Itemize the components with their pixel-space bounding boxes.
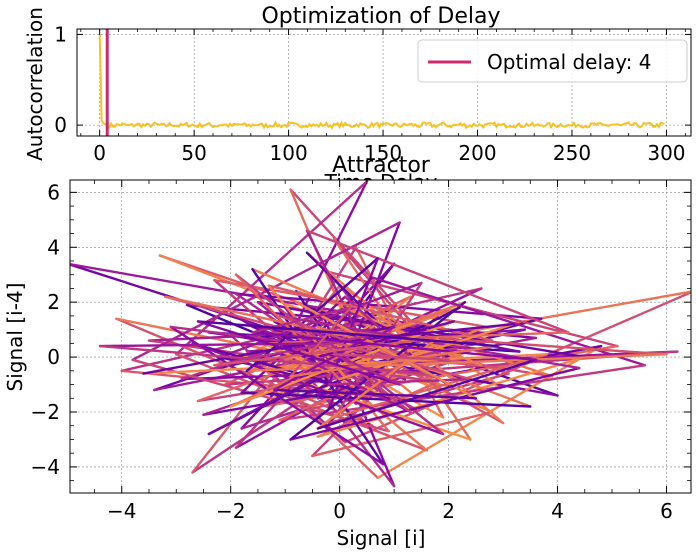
trajectory-segment — [305, 229, 369, 353]
x-tick-label: 6 — [660, 499, 673, 523]
y-tick-label: 0 — [47, 345, 60, 369]
trajectory-segment — [294, 301, 477, 400]
trajectory-segment — [305, 320, 456, 361]
x-tick-label: 2 — [442, 499, 455, 523]
x-tick-label: −2 — [216, 499, 245, 523]
attractor-ylabel: Signal [i-4] — [3, 283, 27, 392]
trajectory-segment — [311, 410, 494, 458]
y-tick-label: 6 — [47, 180, 60, 204]
legend-entry: Optimal delay: 4 — [487, 50, 652, 74]
x-tick-label: 0 — [333, 499, 346, 523]
trajectory-segment — [273, 388, 477, 400]
x-tick-label: 250 — [553, 141, 591, 165]
attractor-title: Attractor — [332, 153, 431, 178]
trajectory-segment — [196, 320, 499, 348]
x-tick-label: 200 — [458, 141, 496, 165]
trajectory-segment — [213, 336, 439, 367]
trajectory-segment — [316, 336, 439, 430]
autocorrelation-ticks: 0 50 100 150 200 250 300 0 1 — [54, 22, 691, 165]
trajectory-segment — [273, 333, 374, 392]
autocorrelation-plot-frame — [76, 28, 692, 137]
x-tick-label: 50 — [181, 141, 206, 165]
legend-box — [417, 39, 688, 83]
trajectory-segment — [229, 320, 456, 408]
attractor-xlabel: Signal [i] — [337, 526, 426, 550]
trajectory-segment — [327, 257, 379, 386]
trajectory-segment — [267, 284, 494, 342]
trajectory-segment — [196, 320, 401, 386]
y-tick-label: −2 — [31, 400, 60, 424]
x-tick-label: 150 — [364, 141, 402, 165]
y-tick-label: 2 — [47, 290, 60, 314]
x-tick-label: 100 — [270, 141, 308, 165]
trajectory-segment — [245, 257, 379, 372]
autocorrelation-ylabel: Autocorrelation — [23, 7, 47, 161]
trajectory-segment — [305, 358, 412, 414]
legend: Optimal delay: 4 — [417, 39, 688, 83]
trajectory-segment — [333, 353, 401, 386]
x-tick-label: 300 — [647, 141, 685, 165]
attractor-panel: −4 −2 0 2 4 6 −4 −2 0 2 4 6 Attractor Signal [i] Si… — [3, 153, 692, 550]
trajectory-segment — [333, 353, 450, 361]
y-tick-label: 0 — [54, 113, 67, 137]
trajectory-segment — [234, 273, 341, 381]
x-tick-label: 4 — [551, 499, 564, 523]
x-tick-label: 0 — [93, 141, 106, 165]
trajectory-segment — [305, 229, 570, 334]
attractor-plot-frame — [69, 179, 692, 494]
y-tick-label: 1 — [54, 22, 67, 46]
trajectory-segment — [311, 328, 668, 356]
trajectory-segment — [322, 322, 516, 345]
attractor-trajectory — [70, 180, 691, 488]
trajectory-segment — [213, 279, 488, 329]
autocorrelation-title: Optimization of Delay — [261, 4, 500, 29]
attractor-ticks: −4 −2 0 2 4 6 −4 −2 0 2 4 6 — [31, 180, 691, 523]
trajectory-segment — [289, 306, 352, 378]
y-tick-label: 4 — [47, 235, 60, 259]
trajectory-segment — [289, 344, 499, 378]
autocorrelation-line — [98, 34, 665, 130]
autocorrelation-series — [98, 34, 665, 130]
trajectory-segment — [289, 366, 581, 441]
y-tick-label: −4 — [31, 455, 60, 479]
trajectory-segment — [245, 353, 668, 372]
x-tick-label: −4 — [107, 499, 136, 523]
trajectory-segment — [98, 342, 325, 348]
autocorrelation-panel: 0 50 100 150 200 250 300 0 1 Optimization of Del… — [23, 4, 692, 194]
trajectory-segment — [251, 331, 537, 361]
trajectory-segment — [316, 358, 537, 430]
